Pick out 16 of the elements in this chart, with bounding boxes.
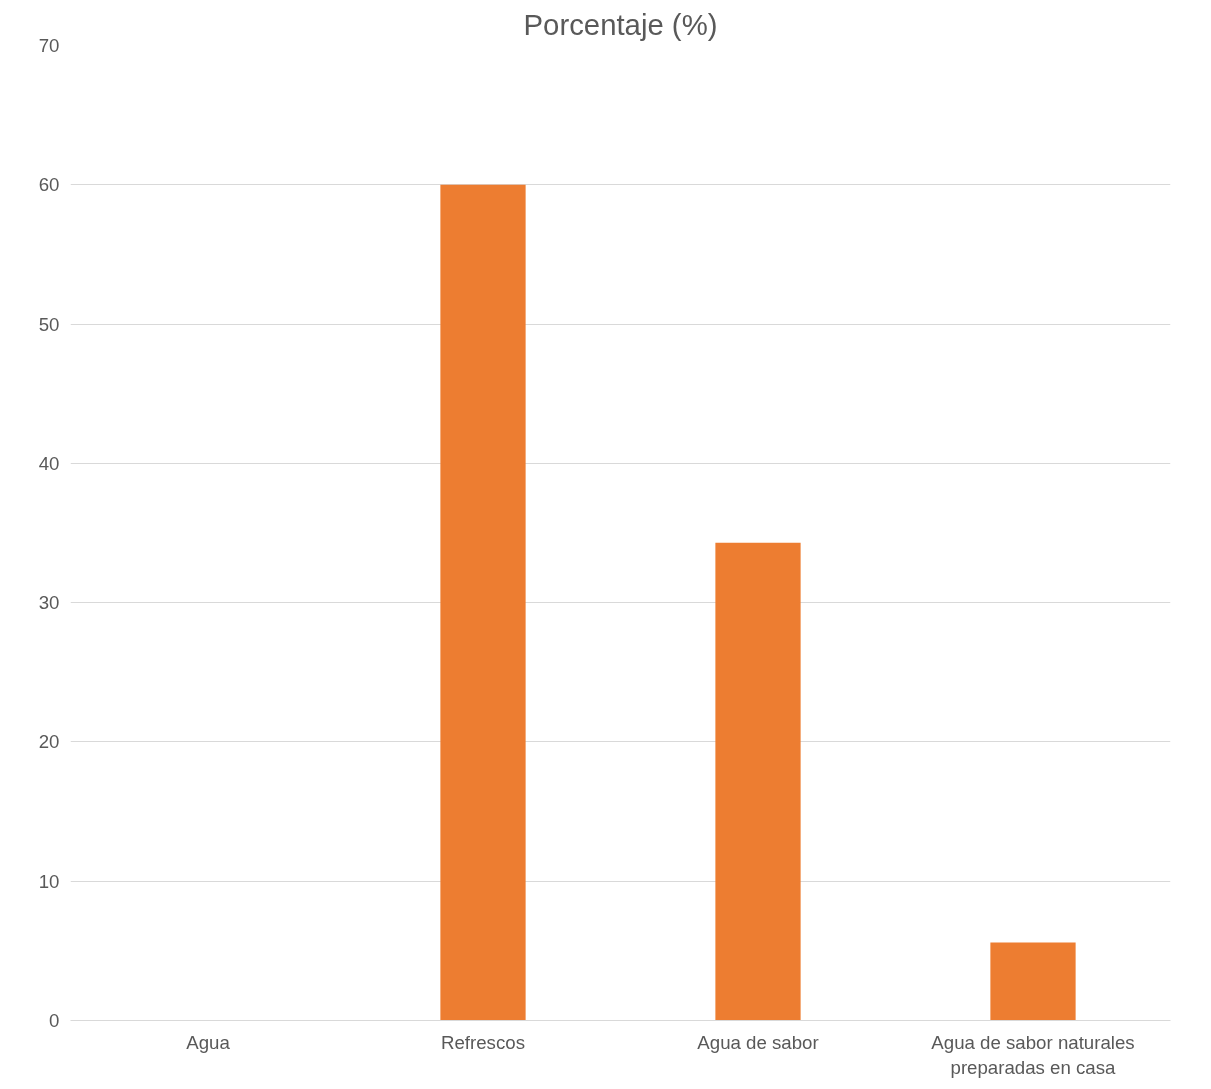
bar <box>440 184 526 1021</box>
x-tick-label: Agua de sabor <box>697 1031 819 1053</box>
y-tick-label: 40 <box>38 452 60 474</box>
y-tick-label: 0 <box>49 1010 60 1031</box>
bar <box>990 942 1076 1021</box>
y-tick-label: 30 <box>38 592 60 614</box>
bar <box>715 542 801 1021</box>
chart-title: Porcentaje (%) <box>523 7 718 41</box>
y-tick-label: 60 <box>38 174 60 196</box>
y-tick-label: 70 <box>38 35 60 56</box>
x-tick-label: Agua de sabor naturales preparadas en casa <box>931 1031 1135 1078</box>
x-tick-label: Agua <box>186 1031 231 1053</box>
x-tick-label: Refrescos <box>441 1031 525 1053</box>
y-tick-label: 50 <box>38 313 60 335</box>
y-tick-label: 10 <box>38 870 60 892</box>
y-tick-label: 20 <box>38 731 60 753</box>
